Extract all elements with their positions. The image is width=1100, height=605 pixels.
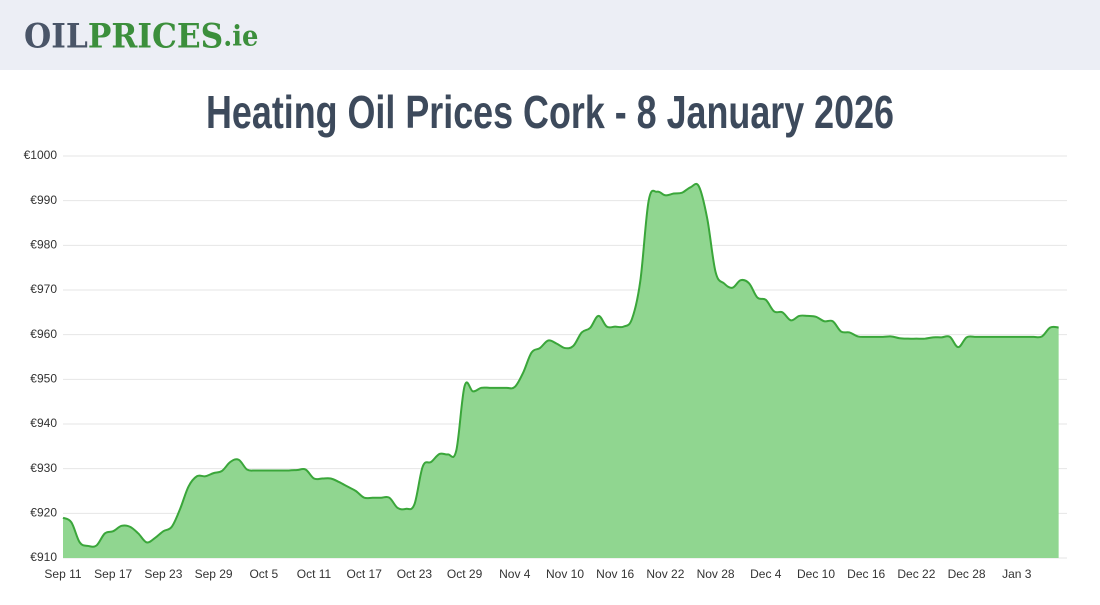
x-tick-label: Sep 17: [94, 567, 132, 581]
line: [62, 182, 1059, 548]
logo-part: PRICES: [88, 15, 223, 56]
y-tick-label: €960: [30, 327, 57, 341]
x-tick-label: Oct 17: [347, 567, 383, 581]
x-tick-label: Dec 22: [897, 567, 935, 581]
x-tick-label: Nov 4: [499, 567, 531, 581]
logo-part: OIL: [24, 15, 88, 56]
logo-part: .ie: [223, 20, 258, 52]
x-tick-label: Nov 22: [646, 567, 684, 581]
x-tick-label: Nov 28: [697, 567, 735, 581]
x-tick-label: Dec 16: [847, 567, 885, 581]
y-tick-label: €1000: [24, 148, 58, 162]
x-tick-label: Nov 10: [546, 567, 584, 581]
x-tick-label: Oct 11: [297, 567, 332, 581]
x-tick-label: Dec 10: [797, 567, 835, 581]
x-tick-label: Nov 16: [596, 567, 634, 581]
x-tick-label: Oct 29: [447, 567, 483, 581]
x-tick-label: Oct 23: [397, 567, 433, 581]
y-tick-label: €970: [30, 282, 57, 296]
y-tick-label: €990: [30, 193, 57, 207]
y-tick-label: €910: [30, 550, 57, 564]
y-tick-label: €930: [30, 461, 57, 475]
logo[interactable]: OILPRICES.ie: [24, 15, 258, 56]
y-tick-label: €920: [30, 506, 57, 520]
x-tick-label: Oct 5: [249, 567, 278, 581]
x-tick-label: Jan 3: [1002, 567, 1032, 581]
x-tick-label: Dec 28: [948, 567, 986, 581]
y-tick-label: €940: [30, 416, 57, 430]
y-tick-label: €980: [30, 238, 57, 252]
x-tick-label: Sep 29: [195, 567, 233, 581]
y-tick-label: €950: [30, 372, 57, 386]
area: [63, 183, 1059, 559]
x-tick-label: Sep 11: [44, 567, 81, 581]
header-bar: [0, 0, 1100, 70]
chart-title: Heating Oil Prices Cork - 8 January 2026: [206, 87, 894, 138]
x-tick-label: Sep 23: [144, 567, 182, 581]
x-tick-label: Dec 4: [750, 567, 782, 581]
